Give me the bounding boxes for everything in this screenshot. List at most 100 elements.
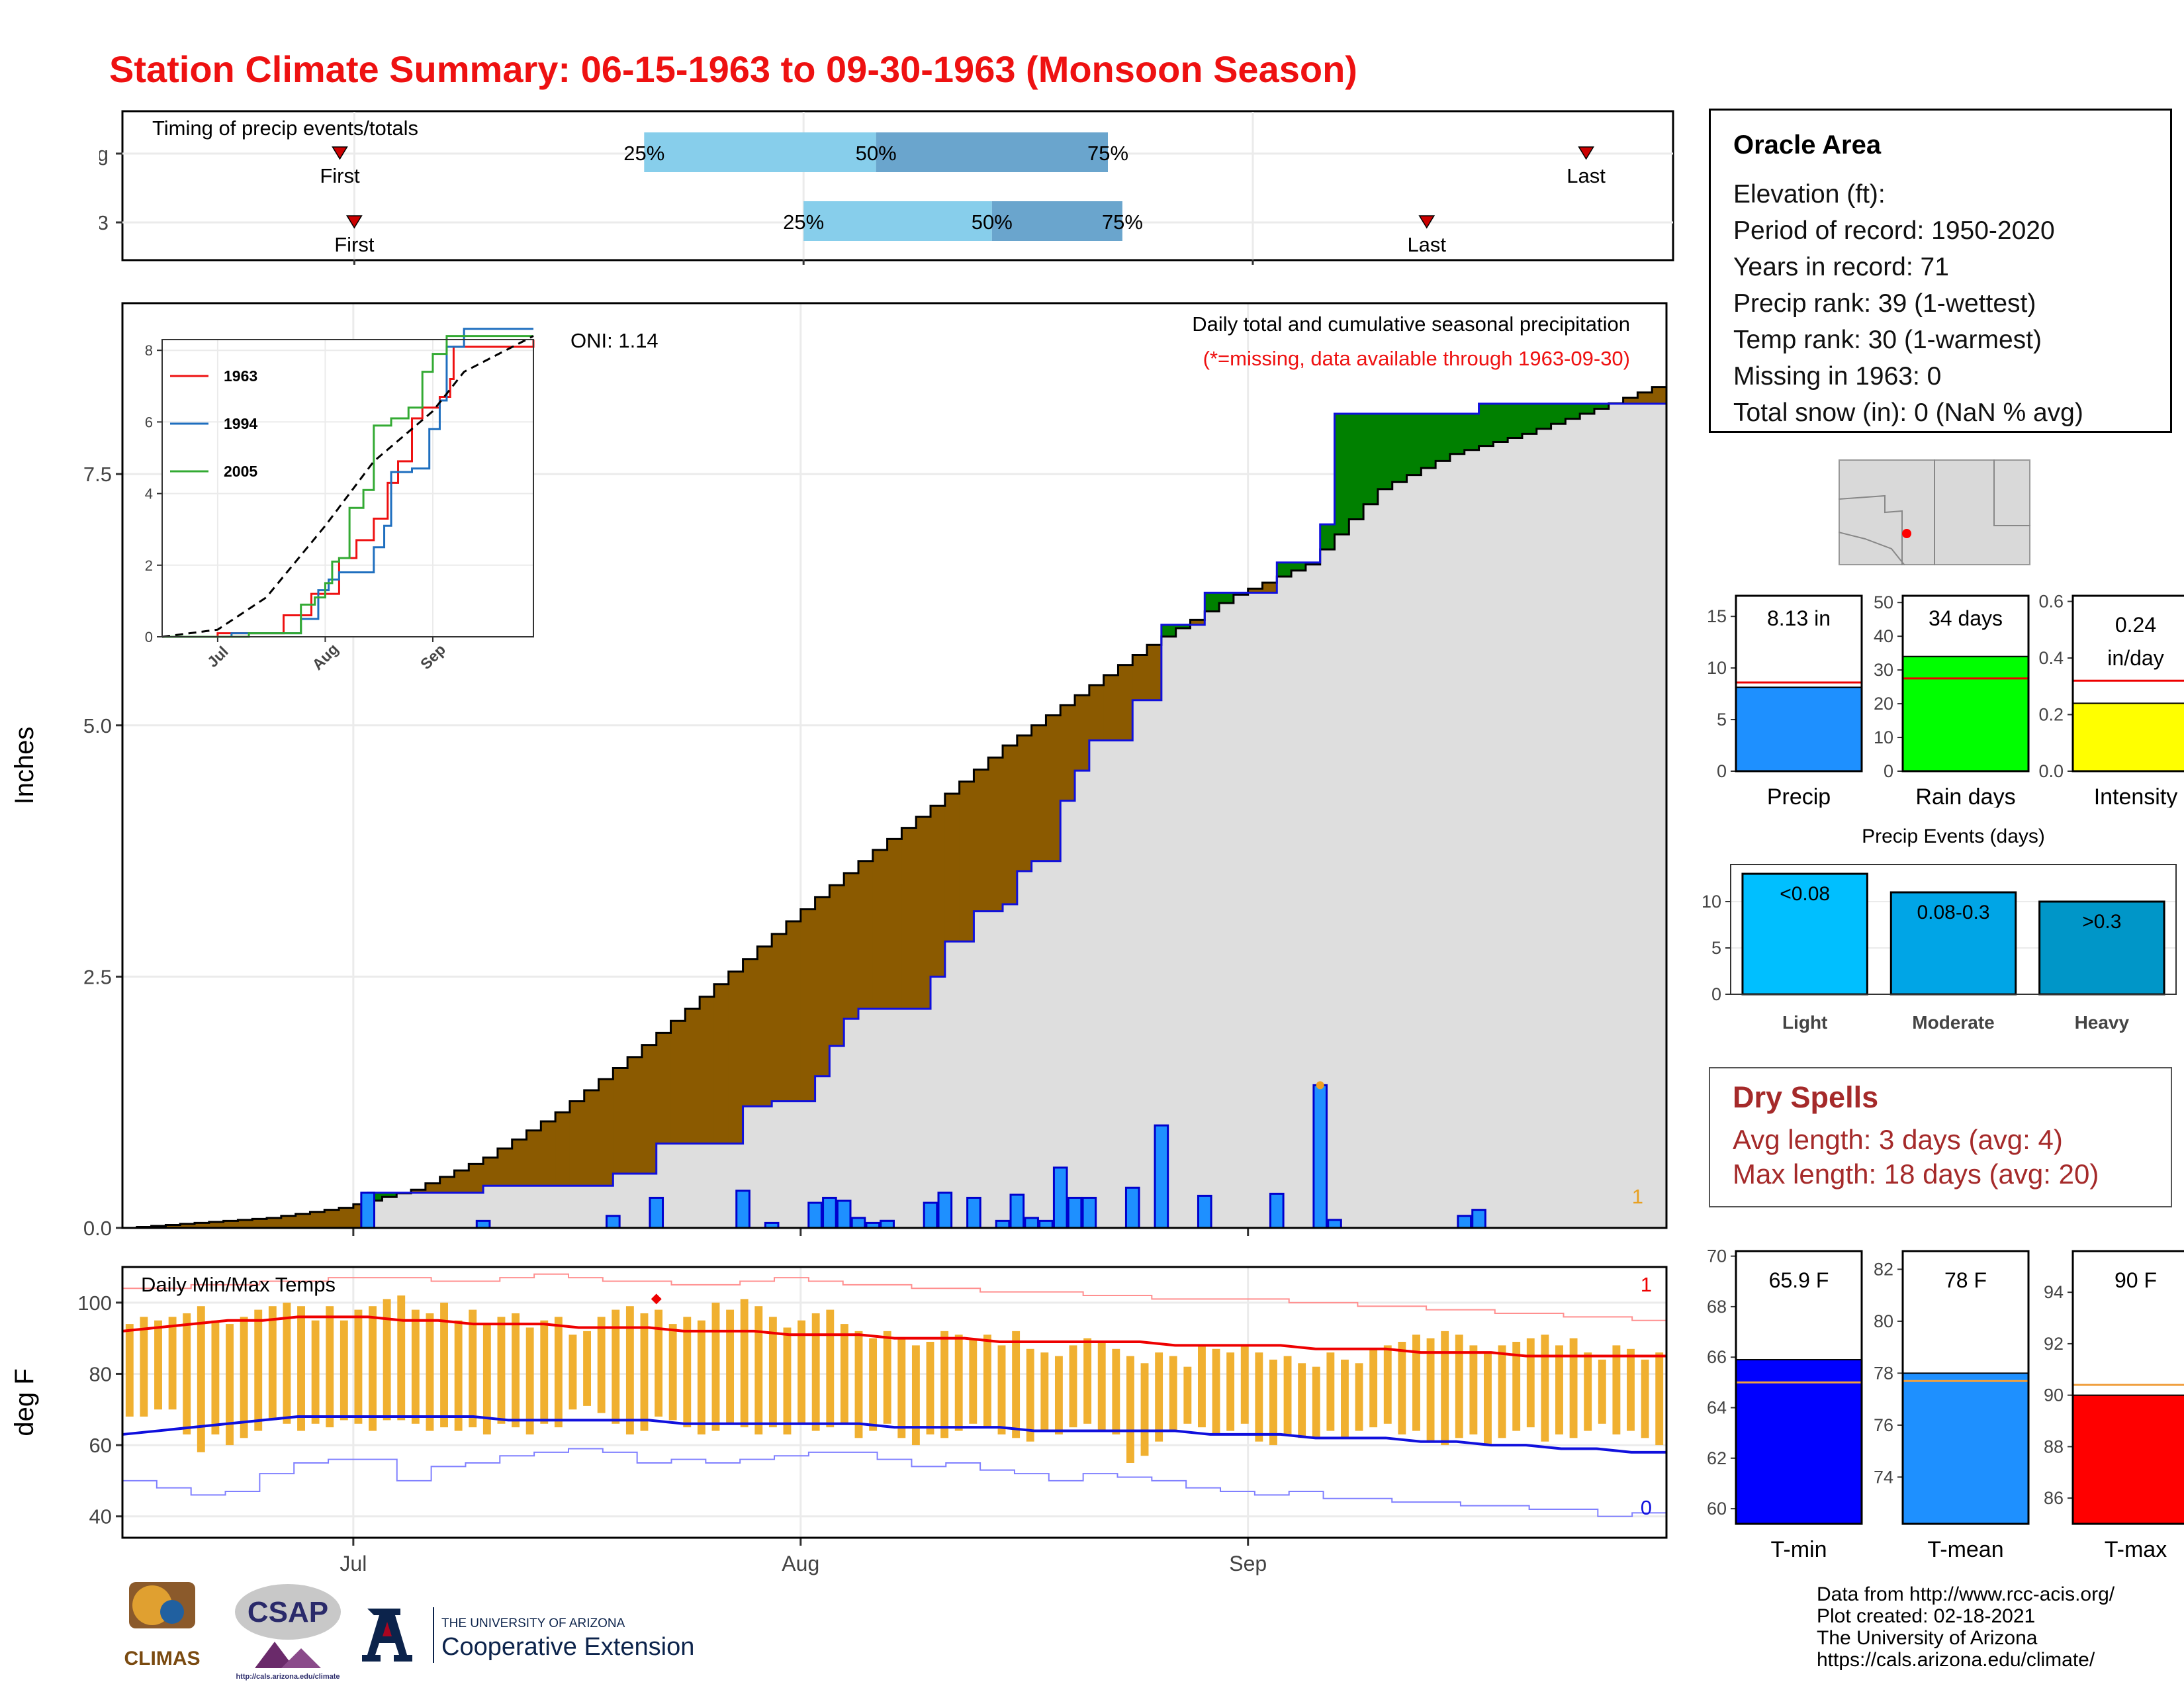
daily-precip-bar xyxy=(1471,1209,1486,1229)
daily-temp-range-bar xyxy=(397,1295,406,1421)
daily-temp-range-bar xyxy=(997,1345,1006,1434)
deficit-segment xyxy=(151,1225,166,1228)
deficit-segment xyxy=(497,1149,513,1186)
daily-temp-range-bar xyxy=(655,1309,663,1417)
deficit-segment xyxy=(670,1021,686,1144)
tmean-bar-ytick-label: 76 xyxy=(1874,1415,1893,1435)
events-xtick-label: Heavy xyxy=(2075,1012,2130,1033)
daily-temp-range-bar xyxy=(897,1338,906,1438)
daily-temp-range-bar xyxy=(954,1335,963,1431)
deficit-segment xyxy=(1118,665,1133,741)
avg-max-temp-line xyxy=(122,1315,1666,1358)
precip-bar-frame xyxy=(1735,594,1863,773)
excess-segment xyxy=(1320,524,1336,550)
daily-precip-bar xyxy=(807,1201,823,1229)
deficit-segment xyxy=(656,1033,672,1144)
timing-bar-50-75 xyxy=(876,132,1109,172)
daily-temp-range-bar xyxy=(454,1320,463,1431)
precip-chart: 0.0 2.5 5.0 7.5 Inches Daily total and cumula… xyxy=(10,302,1668,1240)
deficit-segment xyxy=(1623,398,1638,404)
precip-ytick-label: 7.5 xyxy=(83,463,112,486)
raindays-bar-ytick-label: 50 xyxy=(1874,592,1893,612)
daily-temp-range-bar xyxy=(1126,1356,1134,1463)
daily-temp-range-bar xyxy=(869,1338,878,1431)
station-years: Years in record: 71 xyxy=(1733,253,1949,281)
temps-ytick-label: 100 xyxy=(77,1291,112,1315)
tmax-bar-frame xyxy=(2071,1250,2184,1525)
daily-temp-range-bar xyxy=(197,1306,205,1452)
daily-temp-range-bar xyxy=(1426,1338,1435,1442)
inset-legend-label: 1994 xyxy=(224,415,257,432)
daily-temp-range-bar xyxy=(369,1306,377,1431)
daily-precip-bar xyxy=(735,1190,751,1229)
events-xtick-label: Light xyxy=(1782,1012,1827,1033)
daily-precip-bar xyxy=(360,1192,375,1229)
excess-segment xyxy=(1377,414,1393,489)
dry-spells-avg: Avg length: 3 days (avg: 4) xyxy=(1733,1124,2063,1155)
daily-precip-bar xyxy=(606,1215,621,1229)
deficit-segment xyxy=(541,1121,556,1186)
temps-bg xyxy=(122,1267,1666,1538)
deficit-segment xyxy=(944,794,960,942)
deficit-segment xyxy=(700,996,715,1144)
excess-segment xyxy=(1363,414,1379,504)
raindays-bar-frame xyxy=(1901,594,2030,773)
daily-temp-range-bar xyxy=(1541,1335,1549,1442)
daily-temp-range-bar xyxy=(383,1299,391,1421)
tmin-bar-value: 65.9 F xyxy=(1769,1268,1829,1292)
daily-temp-range-bar xyxy=(1655,1352,1664,1446)
daily-temp-range-bar xyxy=(1441,1331,1449,1446)
daily-temp-range-bar xyxy=(1083,1338,1092,1424)
excess-segment xyxy=(1305,562,1321,565)
daily-temp-range-bar xyxy=(340,1320,348,1421)
events-frame xyxy=(1730,864,2177,995)
deficit-segment xyxy=(844,872,859,1019)
daily-temp-range-bar xyxy=(469,1309,477,1428)
csap-url: http://cals.arizona.edu/climate xyxy=(236,1673,340,1681)
raindays-bar-ytick-label: 10 xyxy=(1874,727,1893,747)
deficit-segment xyxy=(1248,588,1263,593)
daily-temp-range-bar xyxy=(440,1302,448,1428)
raindays-bar-xlabel: Rain days xyxy=(1915,784,2015,808)
daily-temp-range-bar xyxy=(1069,1345,1077,1428)
daily-temp-range-bar xyxy=(1398,1342,1406,1434)
precip-subtitle: (*=missing, data available through 1963-… xyxy=(1203,347,1630,370)
excess-segment xyxy=(382,1192,397,1197)
daily-temp-range-bar xyxy=(354,1309,363,1424)
daily-temp-range-bar xyxy=(726,1309,735,1424)
intensity-bar-ytick-label: 0.6 xyxy=(2038,592,2064,612)
excess-segment xyxy=(1277,562,1292,577)
excess-segment xyxy=(1233,592,1249,595)
tmin-bar-ytick-label: 68 xyxy=(1707,1297,1727,1317)
timing-row-label: 1963 xyxy=(99,211,109,234)
daily-temp-range-bar xyxy=(740,1299,749,1428)
page-title: Station Climate Summary: 06-15-1963 to 0… xyxy=(109,48,1357,90)
daily-temp-range-bar xyxy=(497,1317,506,1424)
oni-label: ONI: 1.14 xyxy=(570,329,659,352)
deficit-segment xyxy=(974,769,989,912)
daily-temp-range-bar xyxy=(797,1320,806,1424)
deficit-segment xyxy=(858,861,874,1009)
inset-ytick-label: 6 xyxy=(145,414,153,430)
daily-precip-bar xyxy=(1067,1196,1083,1229)
temps-xtick-label: Sep xyxy=(1229,1552,1267,1575)
inset-series-line-1963 xyxy=(162,340,535,638)
deficit-segment xyxy=(295,1213,310,1228)
temps-title: Daily Min/Max Temps xyxy=(141,1273,336,1296)
daily-temp-range-bar xyxy=(311,1320,320,1424)
events-ytick-label: 10 xyxy=(1702,892,1721,912)
excess-segment xyxy=(1536,403,1552,429)
tmean-bar-xlabel: T-mean xyxy=(1927,1537,2003,1562)
daily-precip-bar xyxy=(1269,1192,1285,1229)
deficit-segment xyxy=(931,806,946,977)
daily-temp-range-bar xyxy=(1569,1338,1578,1438)
daily-temp-range-bar xyxy=(754,1306,763,1434)
daily-temp-range-bar xyxy=(1383,1345,1392,1424)
daily-precip-bar xyxy=(966,1196,981,1229)
deficit-segment xyxy=(613,1068,628,1174)
timing-label-50: 50% xyxy=(972,211,1013,234)
timing-bar-50-75 xyxy=(991,201,1122,241)
deficit-segment xyxy=(555,1112,570,1186)
deficit-segment xyxy=(598,1079,614,1186)
excess-segment xyxy=(1421,414,1436,469)
